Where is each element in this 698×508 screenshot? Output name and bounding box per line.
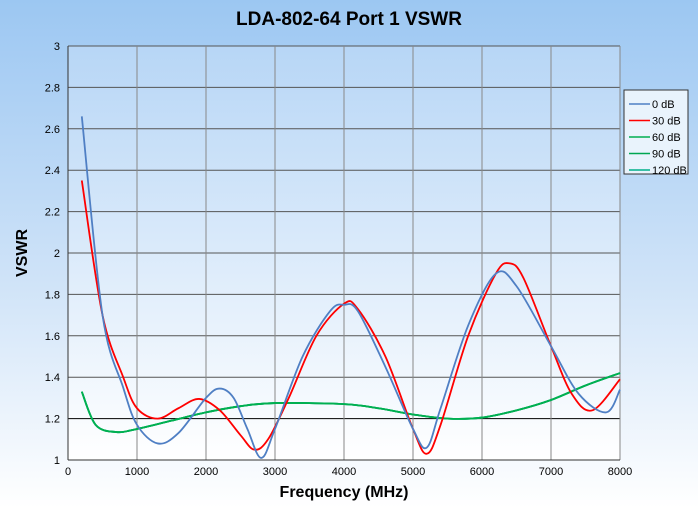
x-tick-label: 1000 — [125, 466, 149, 478]
x-tick-label: 5000 — [401, 466, 425, 478]
x-axis-label: Frequency (MHz) — [280, 484, 409, 501]
legend: 0 dB 30 dB 60 dB 90 dB 120 dB — [623, 89, 689, 177]
y-tick-label: 2.2 — [45, 207, 60, 219]
x-tick-label: 0 — [65, 466, 71, 478]
y-axis-label: VSWR — [14, 229, 31, 277]
y-tick-label: 3 — [54, 41, 60, 53]
x-tick-label: 7000 — [539, 466, 563, 478]
x-tick-label: 6000 — [470, 466, 494, 478]
y-tick-label: 2 — [54, 248, 60, 260]
x-tick-label: 3000 — [263, 466, 287, 478]
chart-title: LDA-802-64 Port 1 VSWR — [236, 9, 462, 30]
y-tick-label: 1.2 — [45, 414, 60, 426]
y-tick-label: 2.4 — [45, 165, 60, 177]
series-line — [80, 372, 621, 434]
y-tick-label: 1.4 — [45, 372, 60, 384]
y-tick-label: 1.8 — [45, 289, 60, 301]
y-tick-label: 2.6 — [45, 124, 60, 136]
legend-label: 60 dB — [652, 132, 681, 144]
legend-label: 0 dB — [652, 99, 675, 111]
y-tick-label: 1 — [54, 455, 60, 467]
x-tick-label: 2000 — [194, 466, 218, 478]
legend-label: 30 dB — [652, 116, 681, 128]
series-line — [80, 180, 621, 455]
x-tick-label: 4000 — [332, 466, 356, 478]
series-line — [80, 116, 621, 459]
y-tick-label: 1.6 — [45, 331, 60, 343]
legend-label: 90 dB — [652, 149, 681, 161]
legend-label: 120 dB — [652, 165, 687, 177]
x-tick-label: 8000 — [608, 466, 632, 478]
y-tick-label: 2.8 — [45, 82, 60, 94]
